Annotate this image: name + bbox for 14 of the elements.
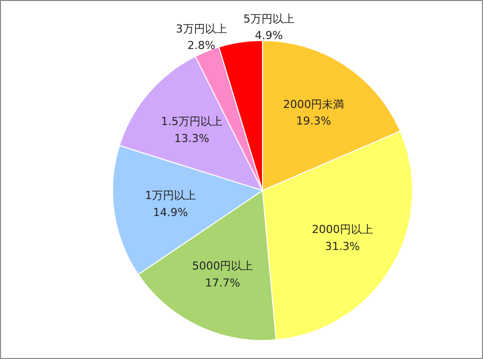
- data-label: 19.3%: [296, 114, 332, 128]
- slice-label: 2000円未満: [283, 98, 344, 111]
- slice-label: 2000円以上: [312, 223, 373, 236]
- data-label: 14.9%: [153, 206, 188, 219]
- data-label: 2.8%: [187, 39, 216, 52]
- slice-label: 5万円以上: [243, 12, 294, 26]
- slice-label: 1万円以上: [144, 188, 196, 202]
- data-label: 17.7%: [205, 276, 240, 290]
- data-label: 31.3%: [324, 240, 360, 253]
- slice-label: 5000円以上: [192, 260, 254, 273]
- slice-label: 3万円以上: [176, 22, 227, 36]
- slice-label: 1.5万円以上: [160, 115, 222, 128]
- data-label: 13.3%: [174, 132, 210, 146]
- data-label: 4.9%: [254, 29, 283, 42]
